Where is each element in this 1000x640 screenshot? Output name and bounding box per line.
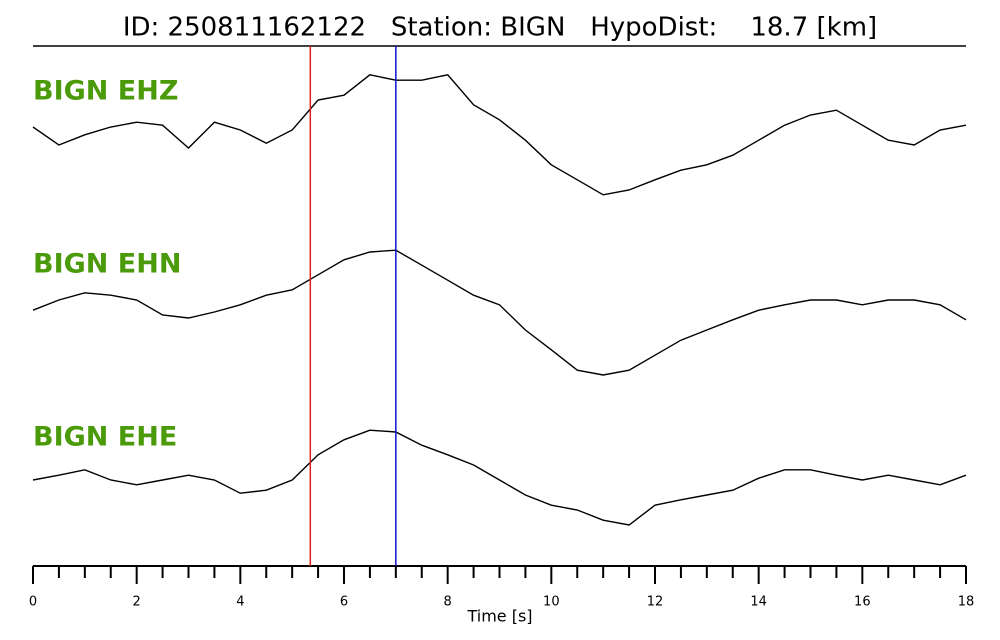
x-tick-label: 10 bbox=[543, 595, 560, 610]
trace-label: BIGN EHZ bbox=[33, 76, 178, 107]
x-tick-label: 2 bbox=[133, 595, 141, 610]
trace bbox=[32, 74, 967, 196]
x-tick-label: 4 bbox=[236, 595, 244, 610]
x-tick-label: 18 bbox=[958, 595, 975, 610]
trace bbox=[32, 429, 967, 526]
chart-title: ID: 250811162122 Station: BIGN HypoDist:… bbox=[123, 13, 877, 43]
x-tick-label: 8 bbox=[444, 595, 452, 610]
x-tick-label: 6 bbox=[340, 595, 348, 610]
x-tick-label: 14 bbox=[750, 595, 767, 610]
trace-label: BIGN EHE bbox=[33, 422, 177, 453]
x-tick-label: 16 bbox=[854, 595, 871, 610]
x-tick-label: 0 bbox=[29, 595, 37, 610]
x-axis-label: Time [s] bbox=[466, 607, 532, 626]
trace bbox=[32, 249, 967, 376]
x-tick-label: 12 bbox=[647, 595, 664, 610]
trace-label: BIGN EHN bbox=[33, 249, 181, 280]
